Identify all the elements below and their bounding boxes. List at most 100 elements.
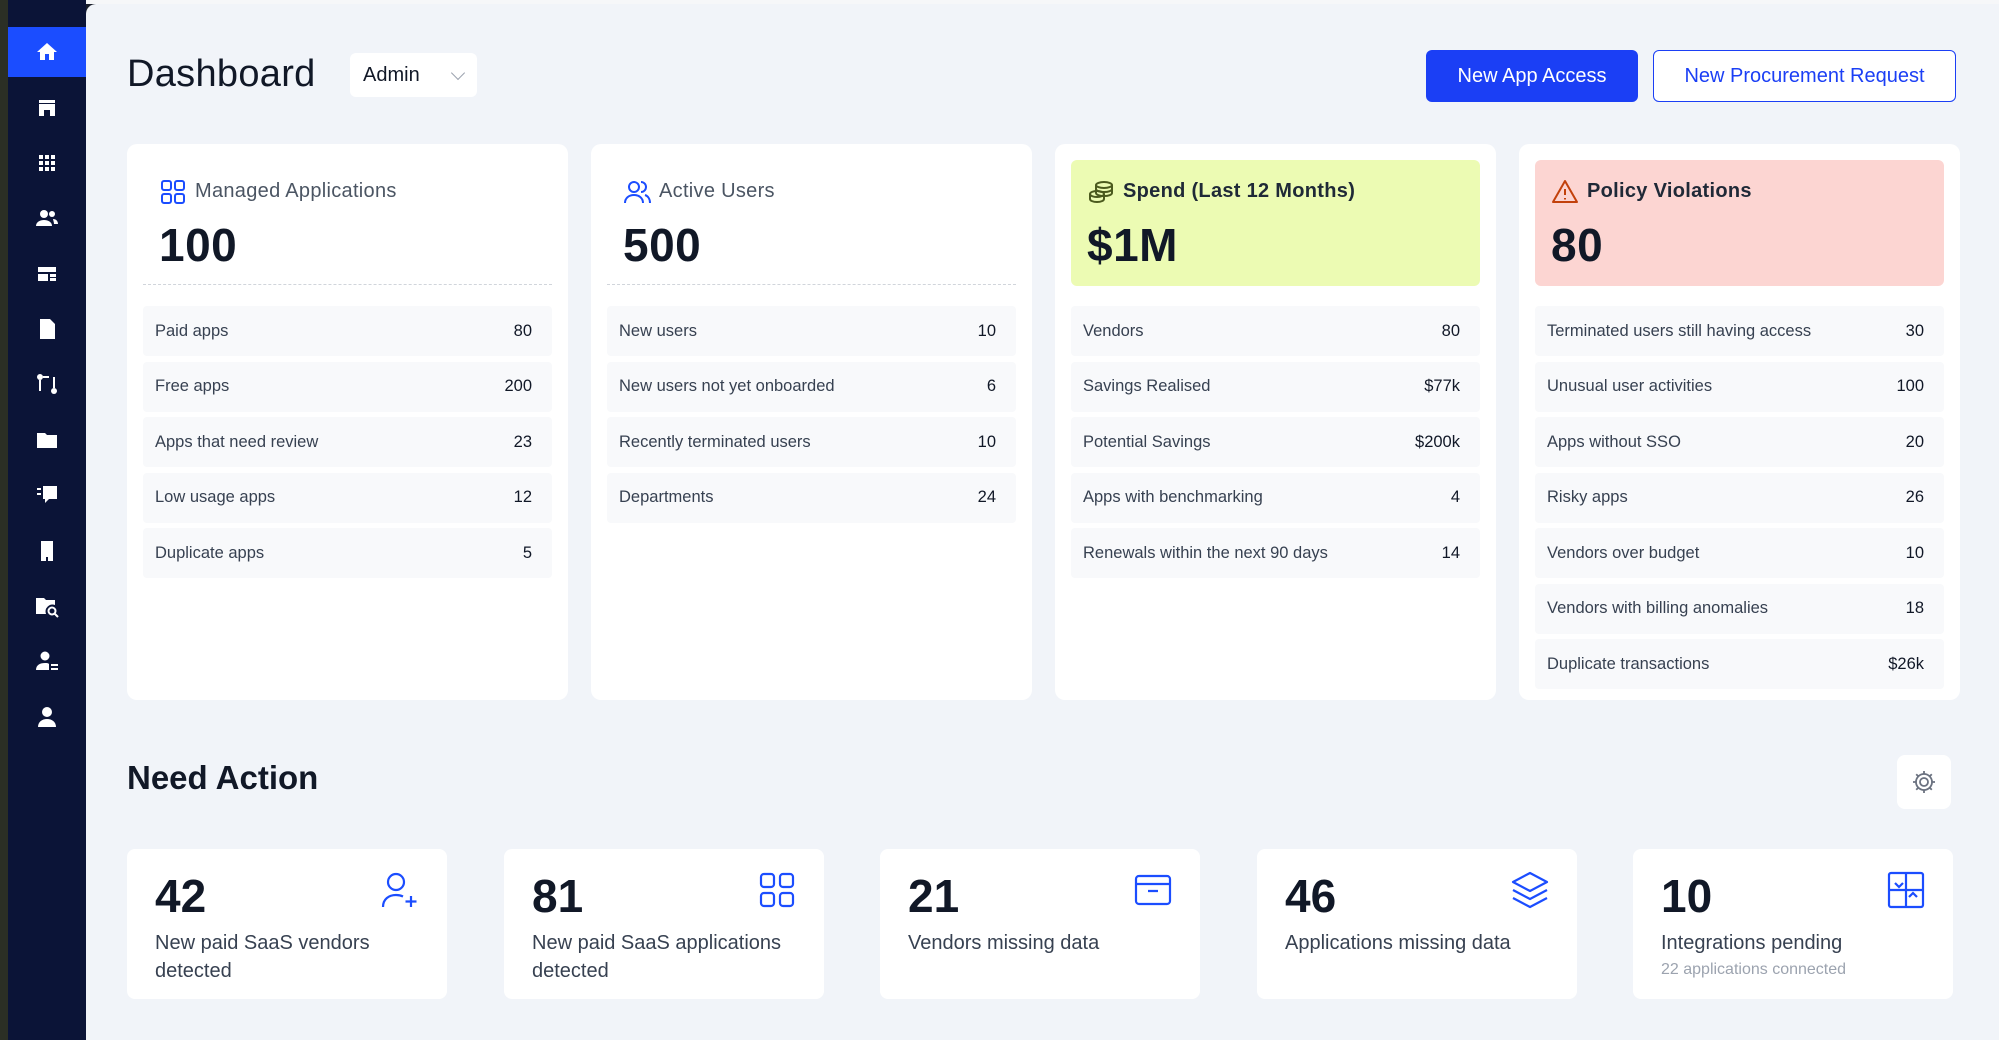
metric-value: 30: [1905, 321, 1924, 340]
new-procurement-request-button[interactable]: New Procurement Request: [1653, 50, 1956, 102]
role-select[interactable]: Admin: [350, 53, 477, 97]
metric-value: 5: [522, 543, 532, 562]
metric-row-savings-realised[interactable]: Savings Realised $77k: [1071, 361, 1480, 412]
sidebar-item-home[interactable]: [8, 27, 86, 77]
metric-row-not-onboarded[interactable]: New users not yet onboarded 6: [607, 361, 1016, 412]
sidebar-item-feedback[interactable]: [8, 470, 86, 520]
divider: [607, 284, 1016, 285]
card-header: Managed Applications 100: [143, 160, 552, 286]
sidebar-item-store[interactable]: [8, 83, 86, 133]
metric-row-benchmarking[interactable]: Apps with benchmarking 4: [1071, 472, 1480, 523]
users-icon: [36, 210, 58, 226]
metric-row-vendors[interactable]: Vendors 80: [1071, 306, 1480, 356]
metric-row-potential-savings[interactable]: Potential Savings $200k: [1071, 417, 1480, 467]
page-title: Dashboard: [127, 53, 316, 95]
card-value: 80: [1551, 219, 1604, 271]
metric-label: New users not yet onboarded: [619, 377, 835, 395]
metric-label: Savings Realised: [1083, 377, 1211, 395]
action-value: 46: [1285, 870, 1337, 922]
action-card-applications-missing-data[interactable]: 46 Applications missing data: [1257, 849, 1577, 999]
folder-icon: [37, 433, 57, 448]
metric-value: 10: [977, 432, 996, 451]
metric-label: Low usage apps: [155, 488, 276, 506]
metric-row-renewals[interactable]: Renewals within the next 90 days 14: [1071, 528, 1480, 578]
metric-row-billing-anomalies[interactable]: Vendors with billing anomalies 18: [1535, 583, 1944, 634]
metric-label: Duplicate transactions: [1547, 654, 1710, 673]
metric-label: Risky apps: [1547, 488, 1628, 506]
metric-label: Vendors over budget: [1547, 543, 1700, 562]
action-card-vendors-missing-data[interactable]: 21 Vendors missing data: [880, 849, 1200, 999]
action-label: Applications missing data: [1285, 932, 1511, 954]
settings-button[interactable]: [1897, 755, 1951, 809]
metric-row-free-apps[interactable]: Free apps 200: [143, 361, 552, 412]
metric-label: Vendors with billing anomalies: [1547, 599, 1769, 617]
metric-label: Apps that need review: [155, 432, 319, 451]
users-icon: [624, 181, 651, 204]
building-icon: [41, 541, 53, 561]
metric-label: Apps without SSO: [1547, 432, 1681, 451]
sidebar-edge: [0, 0, 8, 1040]
metric-value: 10: [1905, 543, 1924, 562]
warning-icon: [1552, 180, 1578, 203]
metric-row-new-users[interactable]: New users 10: [607, 306, 1016, 356]
metric-row-low-usage-apps[interactable]: Low usage apps 12: [143, 472, 552, 523]
metric-row-risky-apps[interactable]: Risky apps 26: [1535, 472, 1944, 523]
metric-row-departments[interactable]: Departments 24: [607, 472, 1016, 523]
metric-row-over-budget[interactable]: Vendors over budget 10: [1535, 528, 1944, 578]
metric-value: 20: [1905, 432, 1924, 451]
active-users-card: Active Users 500 New users 10 New users n…: [591, 144, 1032, 700]
layers-icon: [1511, 871, 1549, 909]
managed-applications-card: Managed Applications 100 Paid apps 80 Fre…: [127, 144, 568, 700]
metric-row-recently-terminated[interactable]: Recently terminated users 10: [607, 417, 1016, 467]
metric-row-terminated-access[interactable]: Terminated users still having access 30: [1535, 306, 1944, 356]
sidebar-item-user-settings[interactable]: [8, 636, 86, 686]
action-card-new-vendors[interactable]: 42 New paid SaaS vendors detected: [127, 849, 447, 999]
sidebar-item-folder-search[interactable]: [8, 581, 86, 631]
metric-list: Vendors 80 Savings Realised $77k Potential…: [1071, 306, 1480, 584]
metric-row-unusual-activities[interactable]: Unusual user activities 100: [1535, 361, 1944, 412]
account-icon: [38, 707, 56, 727]
role-select-value: Admin: [363, 63, 420, 86]
sidebar-item-buildings[interactable]: [8, 526, 86, 576]
card-title: Active Users: [659, 180, 775, 202]
new-app-access-button[interactable]: New App Access: [1426, 50, 1638, 102]
coins-icon: [1089, 181, 1113, 204]
metric-label: Departments: [619, 488, 714, 506]
workflow-icon: [37, 374, 57, 394]
document-icon: [40, 319, 55, 339]
metric-row-paid-apps[interactable]: Paid apps 80: [143, 306, 552, 356]
metric-label: Renewals within the next 90 days: [1083, 543, 1328, 562]
grid-icon: [161, 180, 185, 204]
metric-label: New users: [619, 321, 697, 340]
card-value: $1M: [1087, 219, 1178, 271]
metric-value: $26k: [1888, 654, 1924, 673]
card-title: Spend (Last 12 Months): [1123, 180, 1356, 202]
metric-label: Apps with benchmarking: [1083, 488, 1263, 506]
sidebar-item-apps[interactable]: [8, 138, 86, 188]
metric-row-apps-without-sso[interactable]: Apps without SSO 20: [1535, 417, 1944, 467]
metric-row-duplicate-transactions[interactable]: Duplicate transactions $26k: [1535, 639, 1944, 689]
metric-row-duplicate-apps[interactable]: Duplicate apps 5: [143, 528, 552, 578]
metric-label: Duplicate apps: [155, 543, 265, 562]
card-value: 500: [623, 219, 702, 271]
sidebar-item-tickets[interactable]: [8, 249, 86, 299]
sidebar-item-folders[interactable]: [8, 415, 86, 465]
metric-value: 14: [1441, 543, 1460, 562]
metric-value: $77k: [1424, 377, 1460, 395]
add-user-icon: [381, 872, 417, 908]
card-header: Policy Violations 80: [1535, 160, 1944, 286]
need-action-title: Need Action: [127, 759, 319, 796]
grid-icon: [759, 872, 795, 908]
sidebar-item-account[interactable]: [8, 692, 86, 742]
metric-row-apps-need-review[interactable]: Apps that need review 23: [143, 417, 552, 467]
metric-value: 24: [977, 488, 996, 506]
metric-value: 200: [504, 377, 532, 395]
sidebar-item-documents[interactable]: [8, 304, 86, 354]
apps-grid-icon: [39, 155, 55, 171]
sidebar-item-workflows[interactable]: [8, 359, 86, 409]
sidebar-item-users[interactable]: [8, 193, 86, 243]
action-card-new-applications[interactable]: 81 New paid SaaS applications detected: [504, 849, 824, 999]
action-value: 42: [155, 870, 207, 922]
feedback-icon: [37, 486, 57, 503]
action-card-integrations-pending[interactable]: 10 Integrations pending 22 applications …: [1633, 849, 1953, 999]
